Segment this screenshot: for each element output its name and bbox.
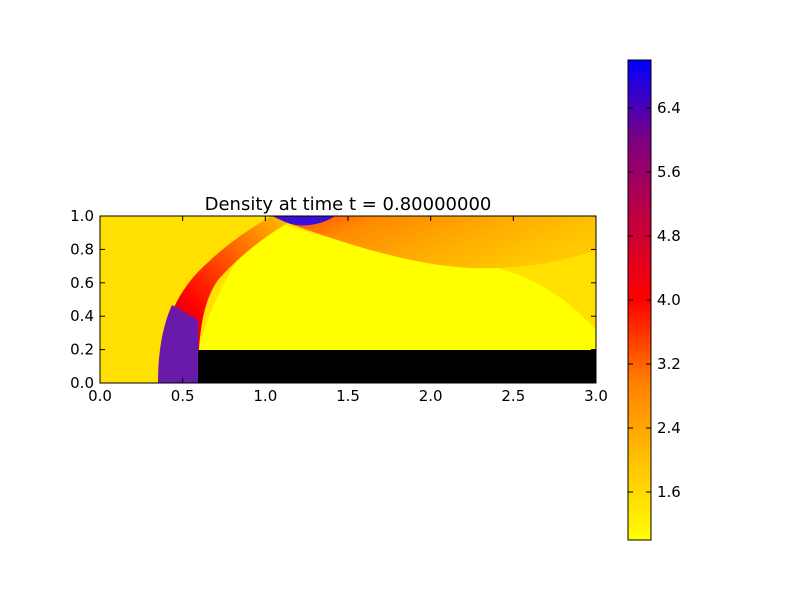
y-axis: 0.0 0.2 0.4 0.6 0.8 1.0 <box>70 207 596 392</box>
x-tick-label: 3.0 <box>584 387 608 405</box>
stagnation-region <box>158 305 198 383</box>
colorbar-tick-label: 2.4 <box>657 419 681 437</box>
y-tick-label: 1.0 <box>70 207 94 225</box>
colorbar-tick-label: 1.6 <box>657 483 681 501</box>
y-tick-label: 0.6 <box>70 274 94 292</box>
y-tick-label: 0.2 <box>70 341 94 359</box>
triple-point-region <box>272 216 335 226</box>
chart-title: Density at time t = 0.80000000 <box>205 194 492 215</box>
x-tick-label: 0.5 <box>171 387 195 405</box>
post-shock-region <box>198 220 596 350</box>
x-tick-label: 0.0 <box>88 387 112 405</box>
colorbar-tick-label: 3.2 <box>657 355 681 373</box>
y-tick-label: 0.0 <box>70 374 94 392</box>
x-tick-label: 1.0 <box>253 387 277 405</box>
colorbar-axis: 1.6 2.4 3.2 4.0 4.8 5.6 6.4 <box>628 99 681 501</box>
y-tick-label: 0.4 <box>70 307 94 325</box>
density-field <box>100 216 596 383</box>
y-tick-label: 0.8 <box>70 240 94 258</box>
x-axis: 0.0 0.5 1.0 1.5 2.0 2.5 3.0 <box>88 216 608 405</box>
colorbar-tick-label: 5.6 <box>657 163 681 181</box>
obstacle-step <box>198 350 596 383</box>
x-tick-label: 2.5 <box>501 387 525 405</box>
reflected-shock-band <box>268 216 596 269</box>
colorbar-tick-label: 6.4 <box>657 99 681 117</box>
colorbar-tick-label: 4.8 <box>657 227 681 245</box>
colorbar-tick-label: 4.0 <box>657 291 681 309</box>
x-tick-label: 2.0 <box>419 387 443 405</box>
x-tick-label: 1.5 <box>336 387 360 405</box>
